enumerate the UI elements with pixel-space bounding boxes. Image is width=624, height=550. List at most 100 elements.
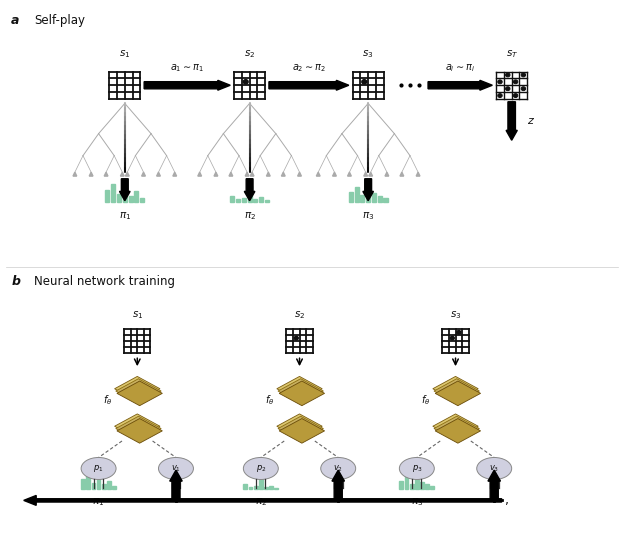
Bar (265, 200, 269, 202)
Text: $p_1$: $p_1$ (94, 463, 104, 474)
Bar (107, 481, 111, 490)
Polygon shape (278, 416, 323, 441)
Polygon shape (416, 172, 420, 176)
Text: $s_3$: $s_3$ (363, 49, 374, 60)
FancyArrow shape (120, 179, 130, 201)
Polygon shape (104, 172, 108, 176)
FancyArrow shape (245, 179, 255, 201)
Polygon shape (434, 416, 479, 441)
Bar (399, 481, 403, 490)
Polygon shape (385, 172, 389, 176)
Bar (86, 474, 90, 490)
Text: $\pi_1$: $\pi_1$ (92, 497, 105, 508)
Bar (97, 476, 100, 490)
Ellipse shape (243, 458, 278, 480)
Circle shape (514, 80, 518, 84)
Text: $s_2$: $s_2$ (244, 49, 255, 60)
FancyArrow shape (24, 496, 502, 505)
FancyArrow shape (170, 470, 182, 500)
Polygon shape (115, 414, 160, 438)
Bar (259, 476, 263, 490)
Circle shape (521, 73, 525, 77)
Text: $s_3$: $s_3$ (450, 309, 461, 321)
Bar (426, 484, 429, 490)
Text: $z$: $z$ (527, 116, 535, 126)
Bar (410, 483, 414, 490)
Bar (134, 191, 139, 202)
Circle shape (521, 87, 525, 91)
Bar (415, 478, 419, 490)
Polygon shape (115, 376, 160, 401)
Polygon shape (298, 172, 301, 176)
Bar (259, 197, 263, 202)
Polygon shape (434, 379, 479, 403)
Polygon shape (157, 172, 160, 176)
Bar (117, 194, 121, 202)
Circle shape (514, 94, 518, 97)
Polygon shape (198, 172, 202, 176)
Text: ,: , (505, 494, 509, 507)
Text: $a_1 \sim \pi_1$: $a_1 \sim \pi_1$ (170, 63, 204, 74)
Text: $a_i \sim \pi_i$: $a_i \sim \pi_i$ (446, 63, 475, 74)
Text: $f_\theta$: $f_\theta$ (102, 393, 112, 407)
Polygon shape (369, 172, 373, 176)
Text: a: a (11, 14, 19, 27)
Text: $p_3$: $p_3$ (411, 463, 422, 474)
Bar (264, 487, 268, 490)
Polygon shape (364, 172, 368, 176)
Circle shape (498, 80, 502, 84)
Polygon shape (348, 172, 351, 176)
Bar (105, 190, 109, 202)
Text: $v_2$: $v_2$ (333, 463, 343, 474)
Bar (360, 195, 364, 202)
Bar (248, 186, 251, 202)
Text: Neural network training: Neural network training (34, 275, 175, 288)
Bar (140, 197, 144, 202)
Circle shape (362, 80, 367, 84)
Bar (102, 485, 105, 490)
Bar (111, 184, 115, 202)
Bar (129, 196, 133, 202)
Text: $v_1$: $v_1$ (171, 463, 181, 474)
Bar (384, 197, 388, 202)
Circle shape (505, 73, 510, 77)
Text: $s_1$: $s_1$ (119, 49, 130, 60)
Ellipse shape (158, 458, 193, 480)
Bar (275, 488, 278, 490)
Text: $\pi_2$: $\pi_2$ (255, 497, 267, 508)
Circle shape (457, 331, 461, 334)
Polygon shape (229, 172, 233, 176)
Polygon shape (316, 172, 320, 176)
Text: $f_\theta$: $f_\theta$ (265, 393, 274, 407)
FancyArrow shape (428, 80, 492, 90)
Polygon shape (279, 419, 324, 443)
Polygon shape (400, 172, 404, 176)
Polygon shape (120, 172, 124, 176)
Polygon shape (250, 172, 254, 176)
Bar (431, 486, 434, 490)
Ellipse shape (321, 458, 356, 480)
Polygon shape (89, 172, 93, 176)
Bar (123, 187, 127, 202)
Bar (230, 196, 234, 202)
Circle shape (450, 336, 454, 340)
Polygon shape (117, 419, 162, 443)
Polygon shape (333, 172, 336, 176)
Text: $s_1$: $s_1$ (132, 309, 143, 321)
Circle shape (505, 87, 510, 91)
FancyArrow shape (332, 470, 344, 500)
Text: $\pi_3$: $\pi_3$ (411, 497, 423, 508)
Bar (92, 483, 95, 490)
Polygon shape (115, 416, 161, 441)
Bar (404, 476, 408, 490)
Bar (248, 487, 252, 490)
Ellipse shape (399, 458, 434, 480)
Bar (254, 486, 258, 490)
Polygon shape (266, 172, 270, 176)
Bar (270, 486, 273, 490)
Text: $f_\theta$: $f_\theta$ (421, 393, 430, 407)
Polygon shape (433, 376, 478, 401)
Bar (420, 482, 424, 490)
Bar (243, 485, 247, 490)
Polygon shape (281, 172, 285, 176)
